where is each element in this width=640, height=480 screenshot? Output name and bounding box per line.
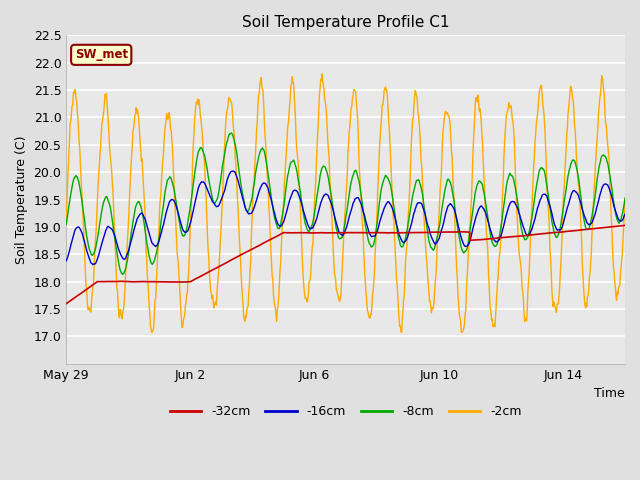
Text: SW_met: SW_met [75, 48, 128, 61]
Title: Soil Temperature Profile C1: Soil Temperature Profile C1 [242, 15, 449, 30]
Legend: -32cm, -16cm, -8cm, -2cm: -32cm, -16cm, -8cm, -2cm [164, 400, 527, 423]
Y-axis label: Soil Temperature (C): Soil Temperature (C) [15, 135, 28, 264]
X-axis label: Time: Time [595, 387, 625, 400]
